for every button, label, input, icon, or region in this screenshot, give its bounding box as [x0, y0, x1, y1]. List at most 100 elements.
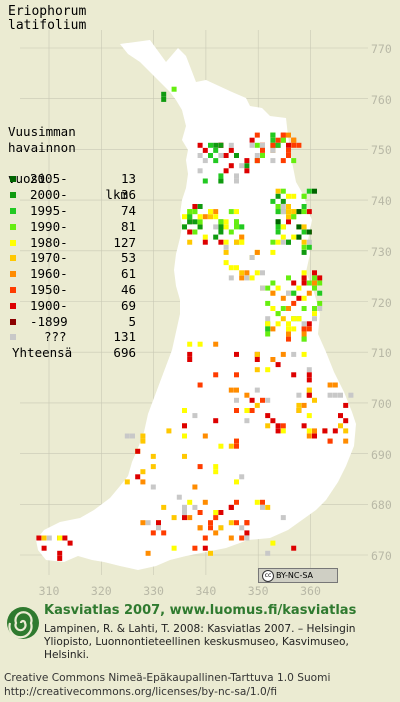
observation-square [280, 306, 286, 311]
observation-square [286, 142, 291, 148]
legend-header-lkm: lkm [105, 187, 128, 203]
observation-square [291, 280, 297, 286]
observation-square [234, 479, 239, 485]
observation-square [317, 290, 323, 296]
observation-square [296, 402, 302, 408]
observation-square [301, 249, 307, 255]
legend-swatch [10, 192, 16, 199]
observation-square [234, 387, 239, 393]
legend-swatch [10, 207, 16, 214]
observation-square [280, 515, 286, 521]
x-tick-label: 360 [300, 584, 321, 598]
observation-square [312, 428, 317, 434]
observation-square [218, 525, 224, 531]
observation-square [228, 535, 234, 541]
observation-square [312, 285, 317, 291]
observation-square [275, 219, 281, 225]
observation-square [291, 142, 297, 148]
cc-license-badge[interactable]: cc BY-NC-SA [258, 568, 338, 583]
legend-item: 2000- 36 [8, 187, 136, 203]
legend-item: 1995- 74 [8, 202, 136, 219]
observation-square [197, 464, 203, 470]
observation-square [244, 168, 250, 174]
observation-square [296, 224, 302, 230]
legend-item: 1900- 69 [8, 298, 136, 314]
finland-landmass [36, 40, 356, 570]
observation-square [218, 153, 224, 158]
observation-square [265, 423, 271, 429]
legend-count: 69 [120, 297, 136, 313]
observation-square [192, 484, 198, 490]
observation-square [218, 443, 224, 449]
y-tick-label: 750 [371, 143, 392, 158]
observation-square [270, 137, 276, 143]
license-url[interactable]: http://creativecommons.org/licenses/by-n… [4, 686, 277, 698]
observation-square [182, 423, 187, 429]
observation-square [223, 168, 229, 174]
observation-square [291, 290, 297, 296]
observation-square [260, 285, 265, 291]
observation-square [239, 535, 245, 541]
observation-square [254, 132, 260, 138]
observation-square [280, 239, 286, 245]
observation-square [187, 229, 193, 235]
observation-square [197, 525, 203, 531]
observation-square [306, 367, 312, 373]
legend-year: 1995- [30, 202, 68, 218]
observation-square [156, 525, 161, 531]
observation-square [228, 520, 234, 526]
legend-count: 36 [120, 187, 136, 203]
legend-swatch [10, 334, 16, 341]
observation-square [286, 193, 291, 199]
observation-square [301, 423, 307, 429]
observation-square [327, 438, 333, 444]
observation-square [332, 382, 338, 388]
observation-square [280, 158, 286, 164]
observation-square [260, 142, 265, 148]
observation-square [244, 275, 250, 281]
legend-swatch [10, 223, 16, 230]
observation-square [280, 198, 286, 204]
observation-square [213, 214, 219, 220]
x-tick-label: 340 [195, 584, 217, 598]
observation-square [301, 326, 307, 332]
x-tick-label: 310 [38, 584, 60, 598]
observation-square [182, 515, 187, 521]
observation-square [150, 530, 156, 536]
legend-swatch [10, 286, 16, 293]
observation-square [208, 520, 213, 526]
observation-square [234, 153, 239, 158]
observation-square [275, 137, 281, 143]
observation-square [197, 341, 203, 347]
observation-square [275, 188, 281, 194]
observation-square [296, 295, 302, 301]
observation-square [275, 311, 281, 317]
observation-square [36, 535, 42, 541]
observation-square [223, 239, 229, 245]
observation-square [265, 504, 271, 510]
observation-square [312, 275, 317, 281]
observation-square [296, 142, 302, 148]
observation-square [187, 214, 193, 220]
observation-square [275, 362, 281, 368]
observation-square [338, 423, 343, 429]
observation-square [254, 270, 260, 276]
observation-square [192, 504, 198, 510]
observation-square [192, 209, 198, 215]
observation-square [301, 239, 307, 245]
y-tick-label: 670 [371, 549, 392, 563]
observation-square [161, 530, 167, 536]
observation-square [260, 153, 265, 158]
license-text: Creative Commons Nimeä-Epäkaupallinen-Ta… [4, 672, 331, 684]
observation-square [275, 224, 281, 230]
observation-square [228, 387, 234, 393]
observation-square [135, 474, 141, 480]
observation-square [260, 504, 265, 510]
footer-headline[interactable]: Kasviatlas 2007, www.luomus.fi/kasviatla… [44, 603, 357, 618]
observation-square [249, 142, 255, 148]
observation-square [275, 428, 281, 434]
legend-item: ??? 131 [8, 329, 136, 345]
observation-square [265, 331, 271, 337]
observation-square [41, 535, 47, 541]
x-tick-label: 320 [90, 584, 112, 598]
